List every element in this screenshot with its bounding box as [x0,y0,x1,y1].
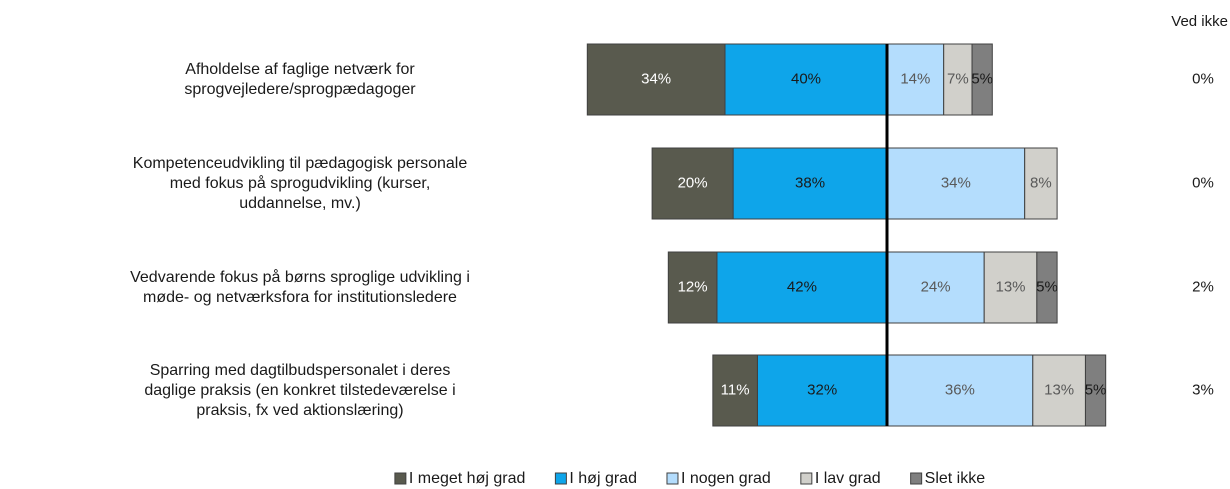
bar-segment [724,43,888,116]
legend-swatch [554,472,567,485]
value-label: 14% [900,70,930,87]
legend-label: I lav grad [815,470,881,487]
bar-segment [712,354,758,427]
value-label: 5% [1085,381,1107,398]
value-label: 7% [947,70,969,87]
bar-segment [1024,147,1058,220]
category-label: Sparring med dagtilbudspersonalet i dere… [144,361,456,419]
value-label: 34% [941,174,971,191]
value-label: 13% [996,278,1026,295]
dont-know-header: Ved ikke [1171,13,1228,30]
category-label: Kompetenceudvikling til pædagogisk perso… [132,154,468,212]
dont-know-value: 0% [1192,174,1214,191]
legend-label: I høj grad [569,470,637,487]
bar-segment [1032,354,1086,427]
bar-segment [886,354,1034,427]
bar-segment [716,251,888,324]
bar-segment [886,147,1026,220]
value-label: 13% [1044,381,1074,398]
legend-swatch [800,472,813,485]
legend-swatch [910,472,923,485]
value-label: 34% [641,70,671,87]
value-label: 36% [945,381,975,398]
value-label: 5% [1036,278,1058,295]
dont-know-value: 3% [1192,381,1214,398]
value-label: 12% [678,278,708,295]
category-label: Afholdelse af faglige netværk for sprogv… [184,60,416,98]
legend-label: Slet ikke [925,470,986,487]
legend-label: I meget høj grad [409,470,526,487]
bar-segment [667,251,718,324]
bar-segment [1036,251,1058,324]
legend-label: I nogen grad [681,470,771,487]
value-label: 5% [971,70,993,87]
value-label: 11% [721,381,750,398]
category-label: Vedvarende fokus på børns sproglige udvi… [130,268,470,306]
bar-segment [886,251,985,324]
dont-know-value: 2% [1192,278,1214,295]
value-label: 20% [678,174,708,191]
value-label: 8% [1030,174,1052,191]
value-label: 42% [787,278,817,295]
bar-segment [971,43,993,116]
bar-segment [586,43,726,116]
value-label: 40% [791,70,821,87]
bar-segment [1084,354,1107,427]
value-label: 32% [807,381,837,398]
legend-swatch [666,472,679,485]
value-label: 38% [795,174,825,191]
legend-swatch [394,472,407,485]
bar-segment [886,43,945,116]
value-label: 24% [921,278,951,295]
dont-know-value: 0% [1192,70,1214,87]
bar-segment [651,147,734,220]
bar-segment [983,251,1038,324]
bar-segment [756,354,888,427]
